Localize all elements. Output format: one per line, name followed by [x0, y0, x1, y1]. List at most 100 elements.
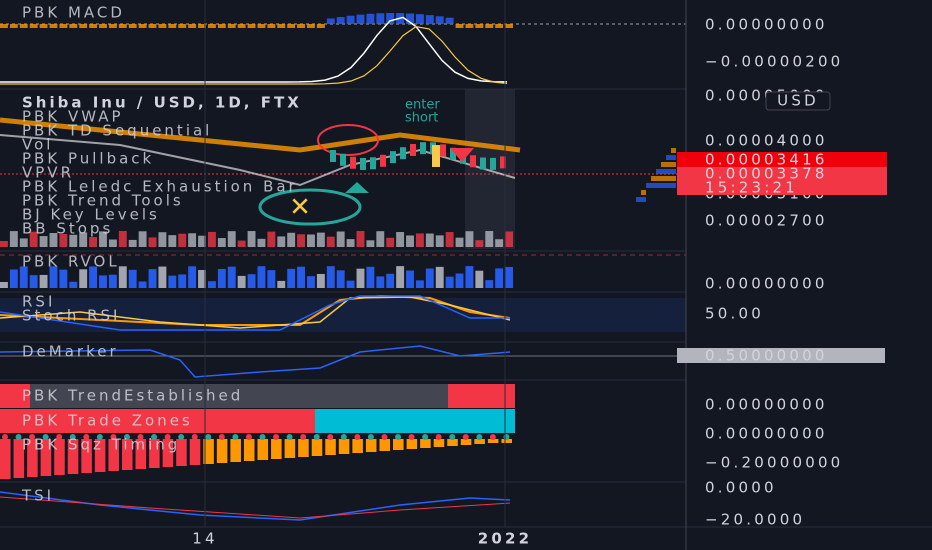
sqz-bar — [311, 439, 323, 456]
volume-bar — [257, 238, 266, 247]
volume-bar — [29, 231, 38, 247]
histogram-bar — [445, 17, 454, 24]
rvol-bar — [505, 266, 513, 288]
rvol-bar — [178, 274, 187, 288]
candle — [330, 150, 336, 162]
volume-bar — [505, 231, 513, 247]
pane-label: Stoch RSI — [22, 307, 120, 325]
volume-bar — [267, 231, 276, 247]
currency-label[interactable]: USD — [777, 92, 819, 110]
rvol-bar — [307, 276, 315, 288]
sqz-bar — [230, 439, 241, 462]
price-badge — [677, 167, 887, 195]
volume-bar — [158, 232, 167, 247]
rvol-bar — [198, 269, 206, 288]
price-label: 0.00000000 — [705, 275, 828, 293]
histogram-bar — [148, 24, 157, 28]
sqz-dot — [151, 434, 158, 440]
cross-marker: ✕ — [289, 193, 311, 223]
candle — [440, 144, 446, 157]
histogram-bar — [386, 13, 395, 24]
sqz-bar — [474, 439, 485, 444]
candle — [420, 142, 426, 155]
candle — [450, 147, 456, 160]
sqz-bar — [162, 439, 174, 467]
sqz-bar — [460, 439, 472, 445]
vwap — [0, 117, 521, 153]
price-label: 50.00 — [705, 305, 764, 323]
time-label: 14 — [192, 530, 218, 548]
candle — [340, 153, 346, 166]
histogram-bar — [217, 24, 226, 28]
rvol-bar — [277, 280, 286, 288]
vpvr-bar — [671, 148, 676, 153]
sqz-dot — [123, 434, 130, 440]
tsi-signal — [0, 496, 511, 519]
volume-bar — [0, 241, 8, 247]
sqz-dot — [15, 434, 22, 440]
sqz-bar — [54, 439, 65, 475]
signal-line — [0, 25, 508, 85]
histogram-bar — [49, 24, 58, 28]
sqz-dot — [327, 434, 334, 440]
trend-block — [30, 384, 315, 408]
rvol-bar — [69, 281, 78, 288]
histogram-bar — [198, 24, 206, 28]
histogram-bar — [19, 24, 28, 28]
rvol-bar — [29, 275, 38, 288]
sqz-dot — [286, 434, 293, 440]
stoch-k — [0, 295, 510, 331]
pane-label: Vol — [22, 136, 53, 154]
histogram-bar — [485, 24, 494, 28]
sqz-dot — [96, 434, 103, 440]
volume-bar — [336, 231, 345, 247]
rvol-bar — [445, 276, 454, 288]
vpvr-bar — [656, 169, 676, 174]
histogram-bar — [465, 24, 474, 28]
histogram-bar — [178, 24, 187, 28]
histogram-bar — [316, 24, 325, 28]
candle — [490, 157, 496, 170]
sqz-bar — [284, 439, 296, 458]
symbol-title: Shiba Inu / USD, 1D, FTX — [22, 94, 302, 112]
rvol-bar — [148, 269, 157, 288]
histogram-bar — [89, 24, 98, 28]
histogram-bar — [128, 24, 137, 28]
volume-bar — [217, 238, 226, 247]
annotation: enter — [405, 98, 440, 113]
rvol-bar — [465, 266, 474, 288]
sqz-dot — [69, 434, 76, 440]
sqz-bar — [13, 439, 25, 478]
price-label: 0.0000 — [705, 479, 777, 497]
rvol-bar — [326, 266, 335, 288]
sqz-dot — [340, 434, 347, 440]
histogram-bar — [79, 24, 88, 28]
price-label: −20.0000 — [705, 511, 805, 529]
histogram-bar — [415, 14, 424, 24]
rvol-bar — [138, 281, 147, 288]
sqz-bar — [352, 439, 363, 453]
sqz-dot — [462, 434, 469, 440]
signal-arrow — [450, 148, 474, 162]
pane-label: PBK Sqz Timing — [22, 436, 180, 454]
pane-label: PBK TrendEstablished — [22, 387, 243, 405]
currency-button[interactable] — [765, 91, 831, 111]
pane-label: PBK TD Sequential — [22, 122, 212, 140]
trend-block — [0, 384, 30, 408]
sqz-bar — [189, 439, 201, 465]
histogram-bar — [495, 24, 504, 28]
volume-bar — [148, 237, 157, 247]
rvol-bar — [297, 266, 306, 288]
rvol-bar — [366, 266, 375, 288]
rvol-bar — [386, 273, 395, 288]
sqz-dot — [381, 434, 388, 440]
candle — [350, 156, 356, 169]
histogram-bar — [336, 17, 345, 24]
price-label: 0.00000000 — [705, 396, 828, 414]
annotation: short — [405, 111, 438, 126]
pane-label: BJ Key Levels — [22, 206, 160, 224]
volume-bar — [108, 239, 117, 247]
histogram-bar — [168, 24, 177, 28]
rvol-bar — [158, 266, 167, 288]
